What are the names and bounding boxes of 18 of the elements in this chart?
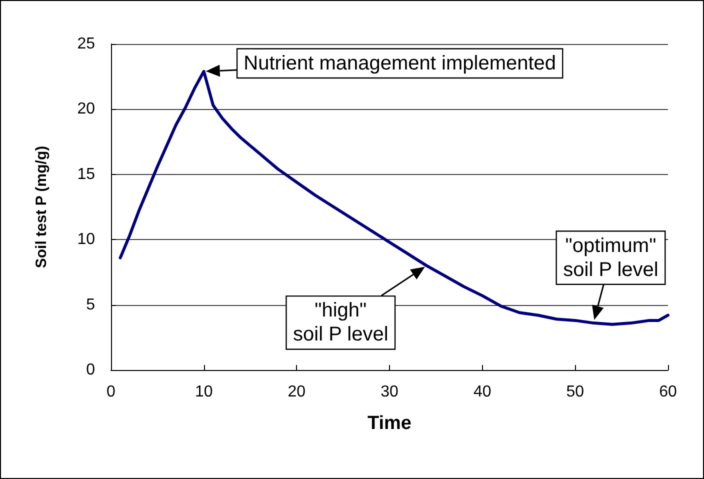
x-tick-label: 60 (659, 384, 677, 400)
annotation: Nutrient management implemented (244, 52, 556, 74)
x-tick-label: 40 (473, 384, 492, 400)
x-tick-label: 0 (106, 384, 116, 400)
annotation: "high" soil P level (293, 300, 388, 346)
y-axis-title: Soil test P (mg/g) (33, 146, 50, 268)
x-axis-title: Time (367, 413, 412, 434)
x-tick-label: 10 (194, 384, 213, 400)
annotation: "optimum" soil P level (563, 234, 658, 281)
x-tick-label: 20 (288, 384, 306, 400)
y-tick-label: 20 (77, 100, 96, 118)
y-tick-label: 10 (77, 231, 96, 248)
x-tick-label: 30 (380, 384, 398, 400)
y-tick-label: 0 (86, 362, 96, 378)
y-tick-label: 5 (86, 296, 96, 314)
y-tick-label: 25 (77, 36, 96, 52)
x-tick-label: 50 (566, 384, 584, 400)
y-tick-label: 15 (77, 166, 96, 183)
